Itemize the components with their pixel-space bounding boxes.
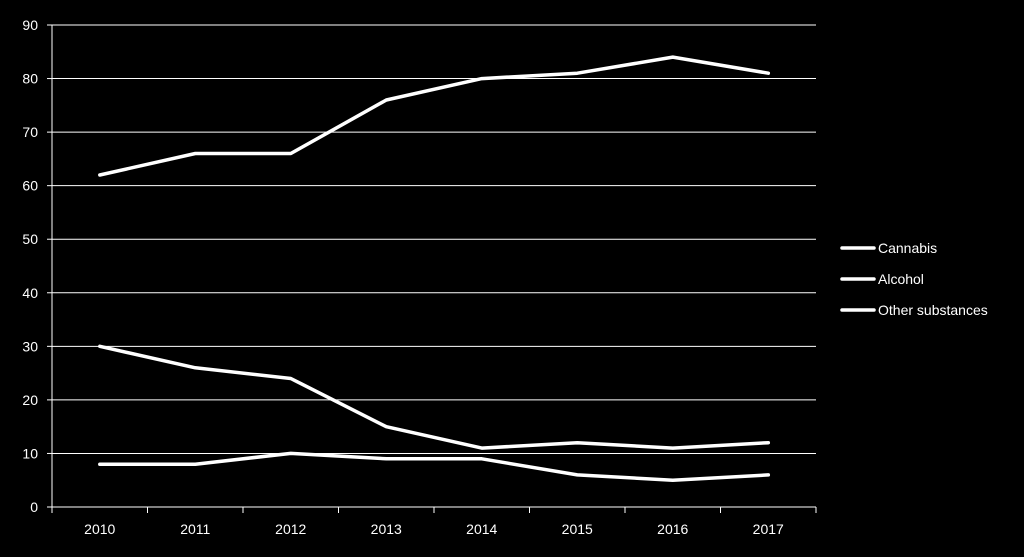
- y-tick-label: 80: [22, 71, 38, 87]
- axes: [47, 24, 817, 513]
- x-tick-label: 2016: [657, 521, 688, 537]
- x-tick-label: 2011: [180, 521, 210, 537]
- y-tick-label: 70: [22, 124, 38, 140]
- x-tick-label: 2014: [466, 521, 497, 537]
- legend-label-cannabis: Cannabis: [878, 240, 937, 256]
- series-line-other-substances: [98, 451, 771, 482]
- series-lines: [98, 55, 771, 482]
- y-tick-label: 30: [22, 338, 38, 354]
- legend: Cannabis Alcohol Other substances: [840, 240, 988, 318]
- y-tick-label: 10: [22, 445, 38, 461]
- x-tick-label: 2012: [275, 521, 306, 537]
- x-tick-label: 2010: [84, 521, 115, 537]
- y-tick-labels: 0 10 20 30 40 50 60 70 80 90: [22, 17, 38, 515]
- x-tick-labels: 2010 2011 2012 2013 2014 2015 2016 2017: [84, 521, 784, 537]
- y-tick-label: 60: [22, 178, 38, 194]
- x-tick-label: 2017: [753, 521, 784, 537]
- x-tick-label: 2013: [371, 521, 402, 537]
- y-tick-label: 50: [22, 231, 38, 247]
- y-tick-label: 0: [30, 499, 38, 515]
- gridlines: [52, 24, 816, 454]
- series-line-alcohol: [98, 344, 771, 450]
- series-line-cannabis: [98, 55, 771, 177]
- y-tick-label: 40: [22, 285, 38, 301]
- legend-label-other-substances: Other substances: [878, 302, 988, 318]
- y-tick-label: 90: [22, 17, 38, 33]
- legend-label-alcohol: Alcohol: [878, 271, 924, 287]
- x-tick-label: 2015: [562, 521, 593, 537]
- y-tick-label: 20: [22, 392, 38, 408]
